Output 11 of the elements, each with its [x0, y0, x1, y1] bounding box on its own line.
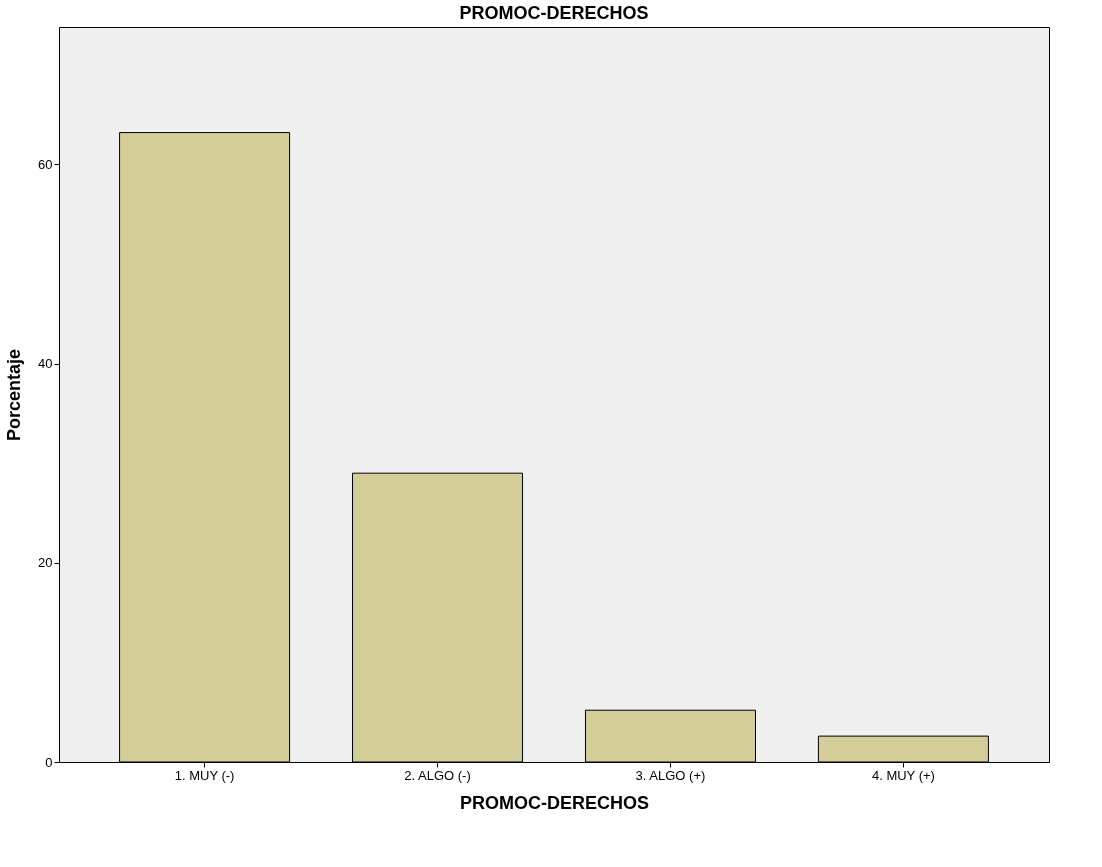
x-tick-label: 4. MUY (+) [871, 767, 935, 783]
y-tick-label: 60 [38, 156, 53, 172]
x-tick-label: 3. ALGO (+) [635, 767, 706, 783]
y-tick-label: 0 [45, 754, 53, 770]
x-axis-title: PROMOC-DERECHOS [459, 792, 650, 813]
y-tick-label: 20 [38, 555, 53, 571]
chart-title: PROMOC-DERECHOS [459, 3, 649, 23]
x-tick-label: 2. ALGO (-) [404, 767, 471, 783]
y-axis-title: Porcentaje [4, 348, 25, 442]
x-tick-label: 1. MUY (-) [174, 767, 235, 783]
y-tick-label: 40 [38, 356, 53, 372]
